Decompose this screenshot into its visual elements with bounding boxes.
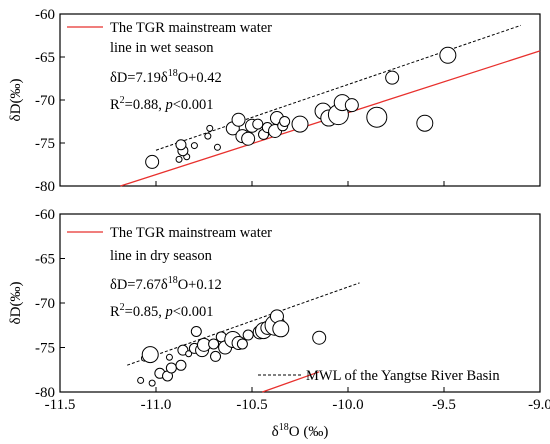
bottom-data-point xyxy=(312,330,327,345)
bottom-panel: -60 -65 -70 -75 -80 -11.5 -11.0 -10.5 -10.0 -9.5… xyxy=(8,207,550,440)
bottom-y-tick-label: -65 xyxy=(35,252,55,268)
x-tick-label: -10.5 xyxy=(236,397,267,413)
bottom-y-axis: -60 -65 -70 -75 -80 xyxy=(35,207,65,401)
bottom-fit-line xyxy=(262,371,320,393)
bottom-equation: δD=7.67δ18O+0.12 xyxy=(110,275,222,293)
bottom-data-point xyxy=(272,320,290,338)
bottom-data-point xyxy=(185,350,193,358)
top-y-tick-label: -65 xyxy=(35,50,55,66)
top-data-point xyxy=(213,143,221,151)
top-data-point xyxy=(279,116,291,127)
x-tick-label: -9.5 xyxy=(432,397,456,413)
top-y-axis: -60 -65 -70 -75 -80 xyxy=(35,7,541,195)
top-y-tick-label: -60 xyxy=(35,7,55,23)
top-data-point xyxy=(241,131,256,146)
bottom-data-point xyxy=(210,350,222,362)
top-y-tick-label: -75 xyxy=(35,136,55,152)
top-y-tick-label: -70 xyxy=(35,93,55,109)
bottom-data-point xyxy=(165,362,177,374)
top-mwl-line xyxy=(155,24,521,151)
top-legend-line1: The TGR mainstream water xyxy=(110,20,272,36)
top-panel: -60 -65 -70 -75 -80 The TGR mainstream water… xyxy=(8,7,541,195)
bottom-data-points xyxy=(137,309,327,387)
bottom-y-tick-label: -75 xyxy=(35,341,55,357)
top-data-point xyxy=(190,142,198,150)
bottom-data-point xyxy=(175,359,187,371)
top-r2-annotation: R2=0.88, p<0.001 xyxy=(110,95,214,113)
bottom-data-point xyxy=(190,325,202,337)
top-data-point xyxy=(175,139,187,151)
bottom-data-point xyxy=(137,376,145,384)
top-data-point xyxy=(231,112,246,127)
top-data-points xyxy=(145,46,457,169)
bottom-mwl-line xyxy=(127,282,360,366)
bottom-data-point xyxy=(236,338,248,350)
x-tick-label: -9.0 xyxy=(528,397,550,413)
bottom-data-point xyxy=(242,329,254,341)
bottom-data-point xyxy=(165,353,173,361)
top-data-point xyxy=(439,46,457,64)
bottom-data-point xyxy=(208,338,220,350)
x-tick-label: -10.0 xyxy=(332,397,363,413)
bottom-data-point xyxy=(148,379,156,387)
top-data-point xyxy=(204,132,212,140)
mwl-legend-label: MWL of the Yangtse River Basin xyxy=(306,368,500,384)
top-data-point xyxy=(366,106,388,128)
bottom-legend-line2: line in dry season xyxy=(110,248,213,264)
top-data-point xyxy=(385,70,400,85)
x-tick-label: -11.5 xyxy=(45,397,76,413)
top-data-point xyxy=(252,118,264,130)
top-data-point xyxy=(344,98,359,113)
top-data-point xyxy=(291,115,309,133)
bottom-regression-lines xyxy=(127,282,360,393)
bottom-y-tick-label: -70 xyxy=(35,296,55,312)
bottom-legend-line1: The TGR mainstream water xyxy=(110,225,272,241)
top-y-axis-title: δD(‰) xyxy=(8,79,24,122)
top-data-point xyxy=(416,114,434,132)
bottom-y-tick-label: -80 xyxy=(35,385,55,401)
bottom-y-axis-title: δD(‰) xyxy=(8,282,24,325)
top-data-point xyxy=(206,124,214,132)
x-tick-label: -11.0 xyxy=(141,397,172,413)
x-axis-title: δ18O (‰) xyxy=(272,422,329,440)
top-equation: δD=7.19δ18O+0.42 xyxy=(110,68,222,86)
top-data-point xyxy=(175,155,183,163)
top-legend-line2: line in wet season xyxy=(110,40,214,56)
bottom-x-axis: -11.5 -11.0 -10.5 -10.0 -9.5 -9.0 xyxy=(45,387,550,413)
top-y-tick-label: -80 xyxy=(35,179,55,195)
top-data-point xyxy=(145,154,160,169)
bottom-r2-annotation: R2=0.85, p<0.001 xyxy=(110,302,214,320)
bottom-y-tick-label: -60 xyxy=(35,207,55,223)
bottom-data-point xyxy=(141,346,159,364)
